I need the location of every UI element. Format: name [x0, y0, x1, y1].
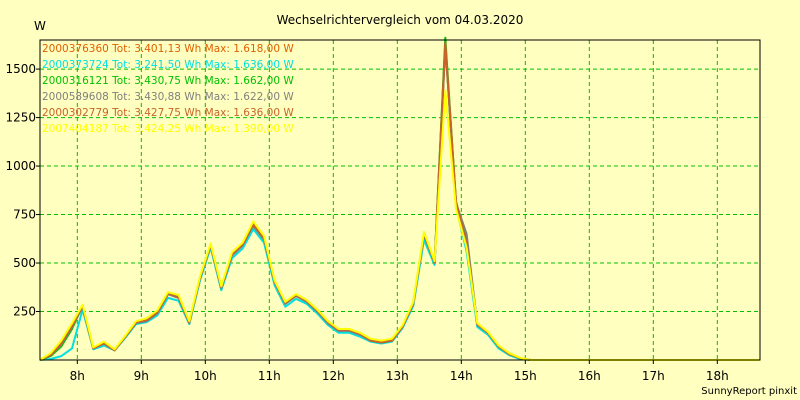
x-tick-label: 10h: [194, 369, 217, 383]
x-axis: 8h 9h 10h 11h 12h 13h 14h 15h 16h 17h 18h: [70, 360, 729, 383]
x-tick-label: 12h: [322, 369, 345, 383]
legend: 2000376360 Tot: 3.401,13 Wh Max: 1.618,0…: [42, 43, 294, 135]
legend-entry-2000376360: 2000376360 Tot: 3.401,13 Wh Max: 1.618,0…: [42, 43, 294, 55]
x-tick-label: 9h: [134, 369, 149, 383]
y-tick-label: 500: [13, 256, 36, 270]
x-tick-label: 8h: [70, 369, 85, 383]
legend-entry-2000373724: 2000373724 Tot: 3.241,50 Wh Max: 1.636,0…: [42, 59, 294, 71]
chart-title: Wechselrichtervergleich vom 04.03.2020: [277, 13, 524, 27]
x-tick-label: 16h: [578, 369, 601, 383]
y-tick-label: 750: [13, 208, 36, 222]
x-tick-label: 13h: [386, 369, 409, 383]
x-tick-label: 17h: [642, 369, 665, 383]
x-tick-label: 14h: [450, 369, 473, 383]
x-tick-label: 15h: [514, 369, 537, 383]
y-tick-label: 1000: [5, 159, 36, 173]
legend-entry-2007404187: 2007404187 Tot: 3.424,25 Wh Max: 1.390,0…: [42, 123, 294, 135]
y-tick-label: 1250: [5, 111, 36, 125]
footer-credit: SunnyReport pinxit: [701, 386, 797, 397]
x-tick-label: 11h: [258, 369, 281, 383]
x-tick-label: 18h: [706, 369, 729, 383]
legend-entry-2000316121: 2000316121 Tot: 3.430,75 Wh Max: 1.662,0…: [42, 75, 294, 87]
legend-entry-2000302779: 2000302779 Tot: 3.427,75 Wh Max: 1.636,0…: [42, 107, 294, 119]
y-axis-label: W: [34, 19, 46, 33]
y-axis: 250 500 750 1000 1250 1500: [5, 62, 40, 319]
plot-frame: [39, 39, 761, 361]
y-tick-label: 250: [13, 305, 36, 319]
y-tick-label: 1500: [5, 62, 36, 76]
legend-entry-2000589608: 2000589608 Tot: 3.430,88 Wh Max: 1.622,0…: [42, 91, 294, 103]
